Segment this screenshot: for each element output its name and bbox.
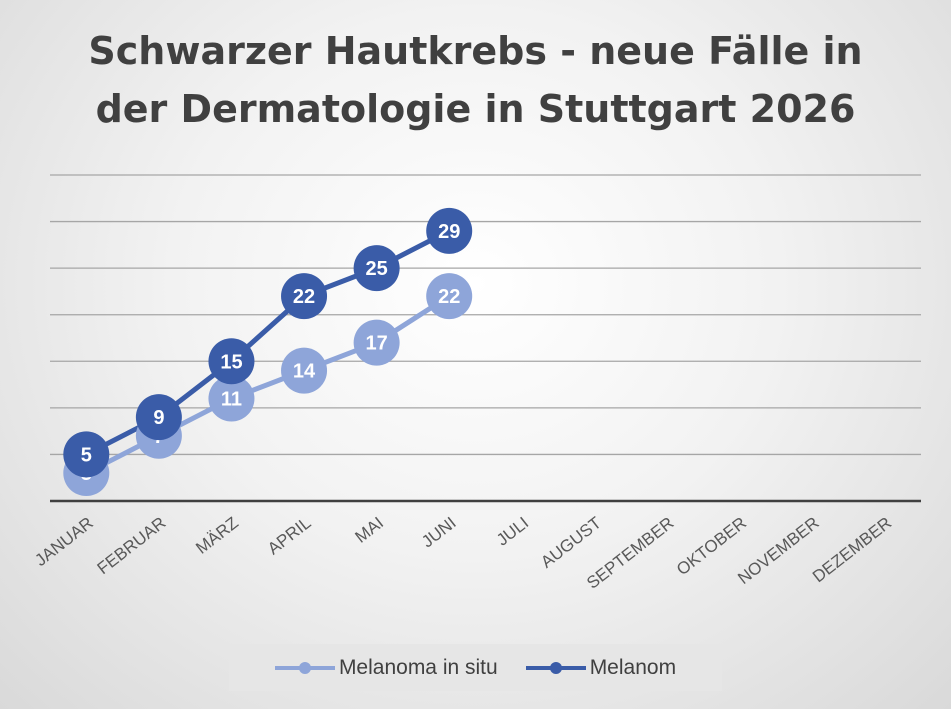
data-point-melanom-0: [63, 431, 110, 478]
x-tick-label-august: AUGUST: [537, 513, 605, 572]
data-point-melanom-5: [426, 207, 473, 254]
data-point-melanoma-in-situ-5: [426, 273, 473, 320]
data-point-melanom-2: [208, 338, 255, 385]
legend-marker-melanoma-in-situ: [274, 661, 335, 674]
x-tick-label-februar: FEBRUAR: [94, 513, 170, 578]
data-label-melanom-0: 5: [81, 444, 92, 466]
data-label-melanoma-in-situ-5: 22: [438, 286, 460, 308]
data-point-melanom-3: [281, 273, 328, 320]
legend-item-melanom: Melanom: [525, 655, 677, 680]
data-label-melanom-3: 22: [293, 286, 315, 308]
x-tick-label-juni: JUNI: [418, 513, 459, 551]
x-tick-label-mai: MAI: [352, 513, 388, 547]
chart-title: Schwarzer Hautkrebs - neue Fälle in der …: [0, 22, 951, 138]
data-label-melanom-4: 25: [366, 258, 388, 280]
legend-item-melanoma-in-situ: Melanoma in situ: [274, 655, 498, 680]
x-tick-label-november: NOVEMBER: [734, 513, 822, 588]
data-label-melanoma-in-situ-3: 14: [293, 361, 316, 383]
legend-label-melanom: Melanom: [589, 655, 677, 679]
x-tick-label-januar: JANUAR: [31, 513, 96, 570]
x-tick-label-juli: JULI: [493, 513, 532, 550]
x-tick-label-april: APRIL: [264, 513, 314, 558]
legend: Melanoma in situ Melanom: [229, 644, 722, 691]
data-point-melanoma-in-situ-2: [208, 375, 255, 422]
chart-title-line-2: der Dermatologie in Stuttgart 2026: [95, 87, 856, 131]
x-tick-label-dezember: DEZEMBER: [809, 513, 895, 586]
data-label-melanom-1: 9: [153, 407, 164, 429]
data-point-melanom-4: [353, 245, 400, 292]
data-label-melanom-5: 29: [438, 221, 460, 243]
chart-title-line-1: Schwarzer Hautkrebs - neue Fälle in: [88, 29, 863, 73]
legend-marker-melanom: [525, 661, 586, 674]
data-label-melanoma-in-situ-2: 11: [221, 389, 242, 411]
data-label-melanom-2: 15: [220, 351, 242, 373]
data-point-melanom-1: [135, 394, 182, 441]
data-label-melanoma-in-situ-4: 17: [366, 333, 388, 355]
data-point-melanoma-in-situ-4: [353, 319, 400, 366]
x-tick-label-märz: MÄRZ: [192, 513, 242, 558]
data-point-melanoma-in-situ-3: [281, 347, 328, 394]
legend-label-melanoma-in-situ: Melanoma in situ: [338, 655, 498, 679]
